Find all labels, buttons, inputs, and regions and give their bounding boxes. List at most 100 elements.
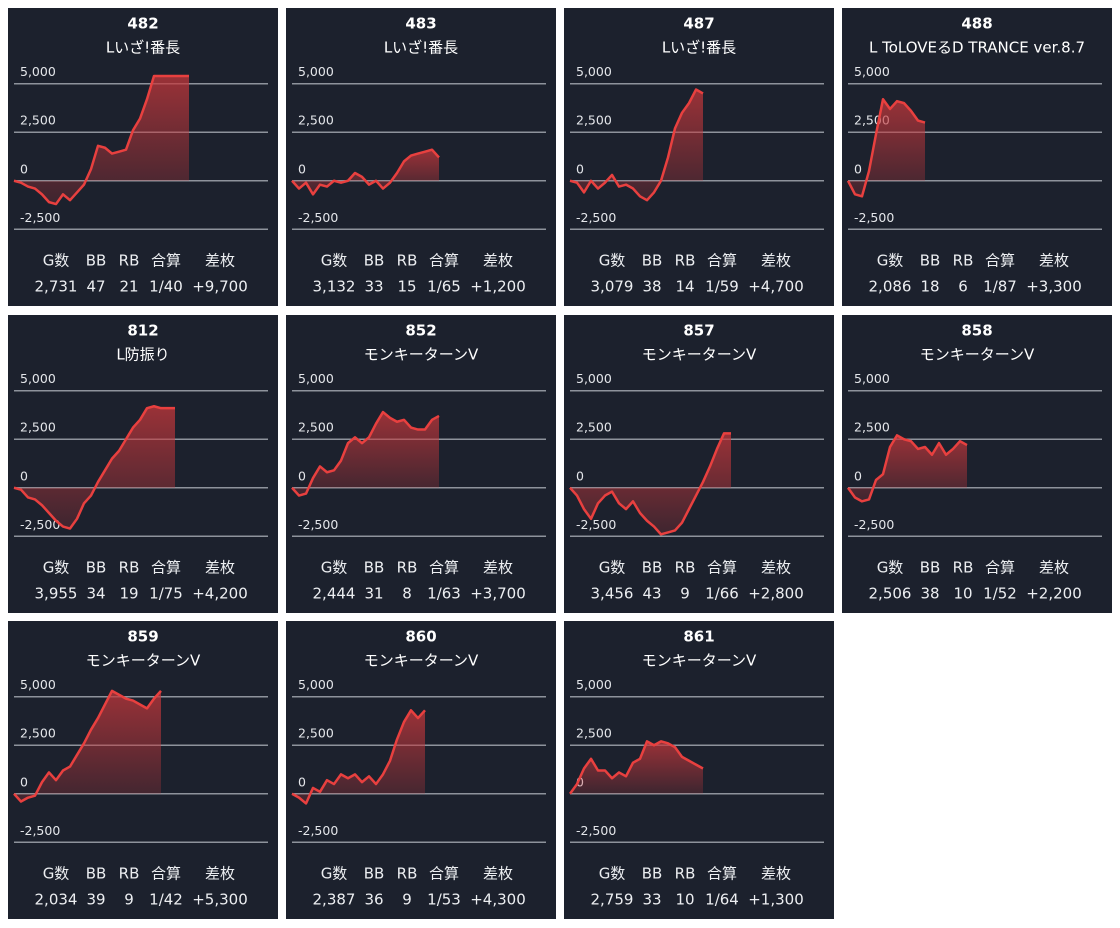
stat-value: 1/59 (705, 278, 739, 296)
stat-header: BB (86, 559, 107, 577)
y-tick-label: 5,000 (20, 677, 56, 692)
stat-header: BB (364, 559, 385, 577)
card-subtitle: モンキーターンV (86, 652, 201, 670)
y-tick-label: 5,000 (854, 64, 890, 79)
stat-value: +3,300 (1026, 278, 1082, 296)
stat-header: RB (953, 559, 974, 577)
stat-header: 差枚 (1039, 559, 1069, 577)
line (13, 404, 175, 530)
stat-header: RB (675, 559, 696, 577)
stat-header: 差枚 (483, 865, 513, 883)
y-tick-label: 5,000 (576, 371, 612, 386)
stat-header: 差枚 (483, 559, 513, 577)
y-tick-label: 0 (20, 774, 28, 789)
stat-value: 19 (119, 585, 138, 603)
y-tick-label: 0 (854, 161, 862, 176)
stat-value: 1/52 (983, 585, 1017, 603)
stat-value: 31 (364, 585, 383, 603)
area (292, 149, 439, 195)
stat-value: +1,200 (470, 278, 526, 296)
card-subtitle: モンキーターンV (920, 346, 1035, 364)
stat-value: 1/53 (427, 891, 461, 909)
line (291, 709, 426, 805)
card: 483 Lいざ!番長 5,000 2,500 0 -2,500 G数 BB RB 合算 差枚 3,13… (286, 8, 556, 306)
stat-header: BB (642, 252, 663, 270)
stat-header: RB (397, 252, 418, 270)
stat-header: RB (675, 252, 696, 270)
area (570, 433, 731, 535)
stat-value: 2,387 (313, 891, 356, 909)
stat-header: 合算 (707, 559, 737, 577)
card-subtitle: モンキーターンV (642, 652, 757, 670)
stat-header: BB (920, 252, 941, 270)
stat-header: BB (642, 865, 663, 883)
stat-value: +4,300 (470, 891, 526, 909)
stat-value: +9,700 (192, 278, 248, 296)
stat-value: 2,034 (35, 891, 78, 909)
card-title: 857 (683, 322, 714, 340)
stat-value: 3,955 (35, 585, 78, 603)
area (292, 710, 425, 804)
card-title: 488 (961, 15, 992, 33)
y-tick-label: 0 (576, 161, 584, 176)
stat-header: RB (397, 865, 418, 883)
stat-header: RB (397, 559, 418, 577)
stat-value: 10 (675, 891, 694, 909)
stat-value: 10 (953, 585, 972, 603)
stat-header: RB (119, 559, 140, 577)
card-title: 858 (961, 322, 992, 340)
y-tick-label: -2,500 (20, 517, 60, 532)
stat-header: 差枚 (761, 252, 791, 270)
card-title: 487 (683, 15, 714, 33)
stat-header: RB (119, 865, 140, 883)
stat-value: 1/75 (149, 585, 183, 603)
y-tick-label: 2,500 (576, 420, 612, 435)
card-subtitle: Lいざ!番長 (106, 39, 180, 57)
y-tick-label: 0 (576, 468, 584, 483)
line (13, 74, 189, 206)
stat-header: 差枚 (483, 252, 513, 270)
card: 857 モンキーターンV 5,000 2,500 0 -2,500 G数 BB RB 合算 差枚 3,… (564, 315, 834, 613)
area (14, 690, 161, 802)
stat-value: +5,300 (192, 891, 248, 909)
stat-value: 3,132 (313, 278, 356, 296)
y-tick-label: -2,500 (298, 823, 338, 838)
y-tick-label: 5,000 (576, 677, 612, 692)
stat-value: 2,731 (35, 278, 78, 296)
stat-header: RB (953, 252, 974, 270)
y-tick-label: 0 (20, 161, 28, 176)
stat-header: 差枚 (205, 559, 235, 577)
y-tick-label: 0 (298, 161, 306, 176)
stat-header: 差枚 (761, 865, 791, 883)
stat-value: 1/66 (705, 585, 739, 603)
card-subtitle: Lいざ!番長 (384, 39, 458, 57)
y-tick-label: 2,500 (20, 113, 56, 128)
y-tick-label: -2,500 (854, 517, 894, 532)
card-title: 482 (127, 15, 158, 33)
card-subtitle: L ToLOVEるD TRANCE ver.8.7 (869, 39, 1085, 57)
stat-value: 38 (920, 585, 939, 603)
card-subtitle: Lいざ!番長 (662, 39, 736, 57)
stat-value: 3,079 (591, 278, 634, 296)
stat-value: 38 (642, 278, 661, 296)
y-tick-label: 2,500 (576, 726, 612, 741)
card-title: 860 (405, 628, 436, 646)
stat-header: G数 (877, 252, 904, 270)
stat-value: 9 (680, 585, 690, 603)
stat-header: BB (642, 559, 663, 577)
stat-header: 合算 (985, 252, 1015, 270)
stat-value: 15 (397, 278, 416, 296)
card-subtitle: モンキーターンV (364, 652, 479, 670)
card-title: 812 (127, 322, 158, 340)
stat-value: 36 (364, 891, 383, 909)
stat-header: BB (86, 865, 107, 883)
line (569, 432, 731, 536)
stat-header: G数 (321, 559, 348, 577)
stat-value: 1/42 (149, 891, 183, 909)
stat-value: 2,444 (313, 585, 356, 603)
y-tick-label: 5,000 (576, 64, 612, 79)
stat-header: RB (675, 865, 696, 883)
y-tick-label: -2,500 (576, 823, 616, 838)
stat-header: 差枚 (205, 252, 235, 270)
